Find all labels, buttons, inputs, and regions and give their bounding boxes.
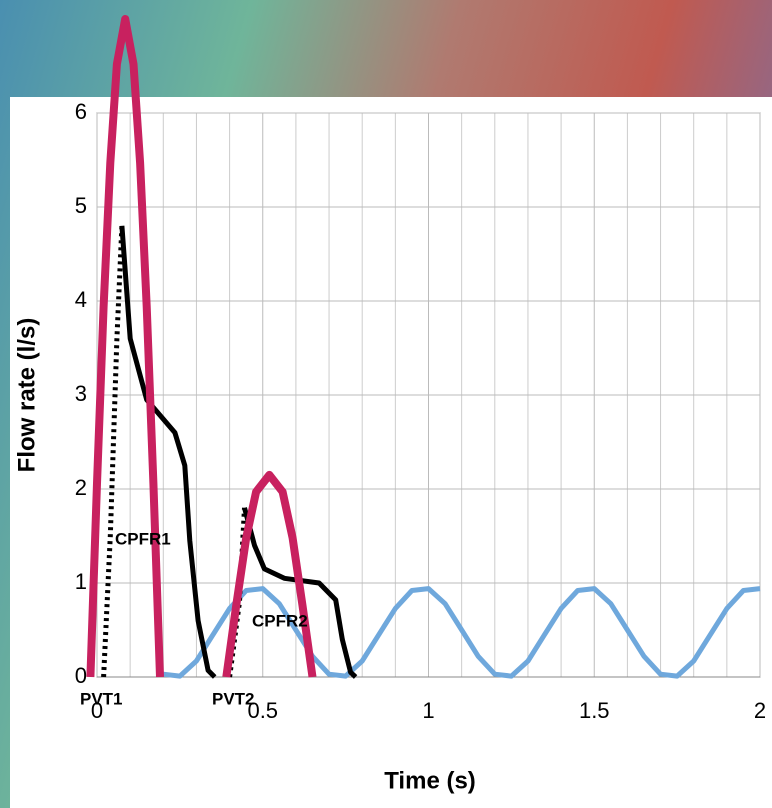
y-tick-label: 2 [75,475,87,500]
series-line [222,470,317,678]
series-line [86,15,164,678]
x-tick-label: 1 [422,698,434,723]
series-line [242,507,358,679]
y-tick-label: 3 [75,381,87,406]
annotation: CPFR1 [115,529,171,548]
annotation: CPFR2 [252,611,308,630]
y-tick-label: 5 [75,193,87,218]
x-axis-title: Time (s) [384,767,476,794]
y-tick-label: 4 [75,287,87,312]
annotation: PVT2 [212,689,255,708]
series-line [163,586,761,679]
y-tick-label: 0 [75,663,87,688]
x-tick-label: 0.5 [247,698,278,723]
x-tick-label: 1.5 [579,698,610,723]
annotation: PVT1 [80,689,123,708]
series-line [101,225,125,678]
x-tick-label: 2 [754,698,766,723]
series-line [119,225,217,679]
y-tick-label: 6 [75,99,87,124]
y-axis-title: Flow rate (l/s) [13,318,40,473]
y-tick-label: 1 [75,569,87,594]
x-tick-label: 0 [91,698,103,723]
